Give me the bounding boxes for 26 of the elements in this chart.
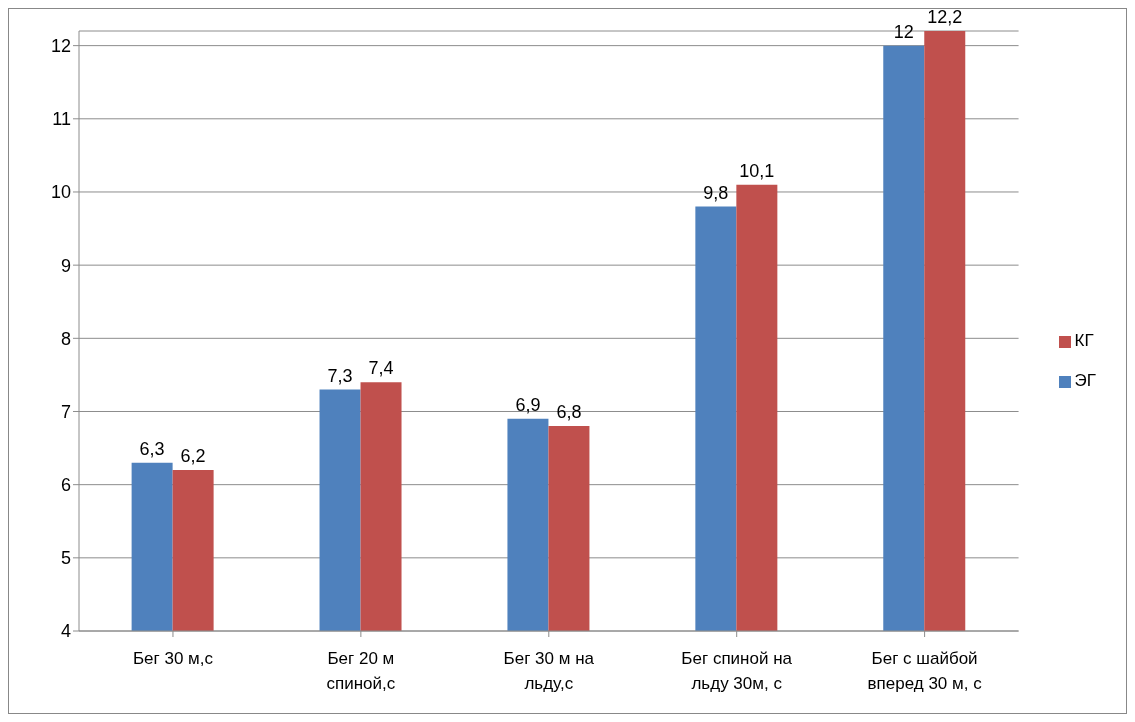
data-label: 6,9 (515, 394, 541, 415)
y-tick-label: 11 (52, 109, 71, 130)
legend-label: КГ (1074, 331, 1094, 350)
x-tick-label: Бег 30 м на льду,с (503, 649, 595, 693)
data-label: 7,4 (368, 358, 394, 379)
x-tick-label: Бег 30 м,с (132, 649, 214, 668)
y-tick-label: 10 (50, 182, 71, 203)
y-tick-label: 9 (60, 255, 71, 276)
data-label: 6,2 (180, 446, 206, 467)
data-label: 6,8 (556, 402, 582, 423)
y-tick-label: 8 (60, 328, 71, 349)
x-tick-label: Бег с шайбой вперед 30 м, с (867, 649, 983, 693)
data-label: 7,3 (327, 365, 353, 386)
data-label: 12,2 (927, 7, 963, 27)
data-label: 6,3 (139, 438, 165, 459)
data-label: 12 (893, 21, 914, 42)
x-tick-label: Бег 20 м спиной,с (326, 649, 396, 693)
x-tick-label: Бег спиной на льду 30м, с (681, 649, 793, 693)
data-label: 9,8 (703, 182, 729, 203)
y-tick-label: 4 (60, 621, 71, 642)
y-tick-label: 7 (60, 401, 71, 422)
y-tick-label: 5 (60, 548, 71, 569)
legend-label: ЭГ (1074, 371, 1096, 390)
y-tick-label: 12 (50, 36, 71, 57)
data-label: 10,1 (739, 160, 775, 181)
y-tick-label: 6 (60, 475, 71, 496)
